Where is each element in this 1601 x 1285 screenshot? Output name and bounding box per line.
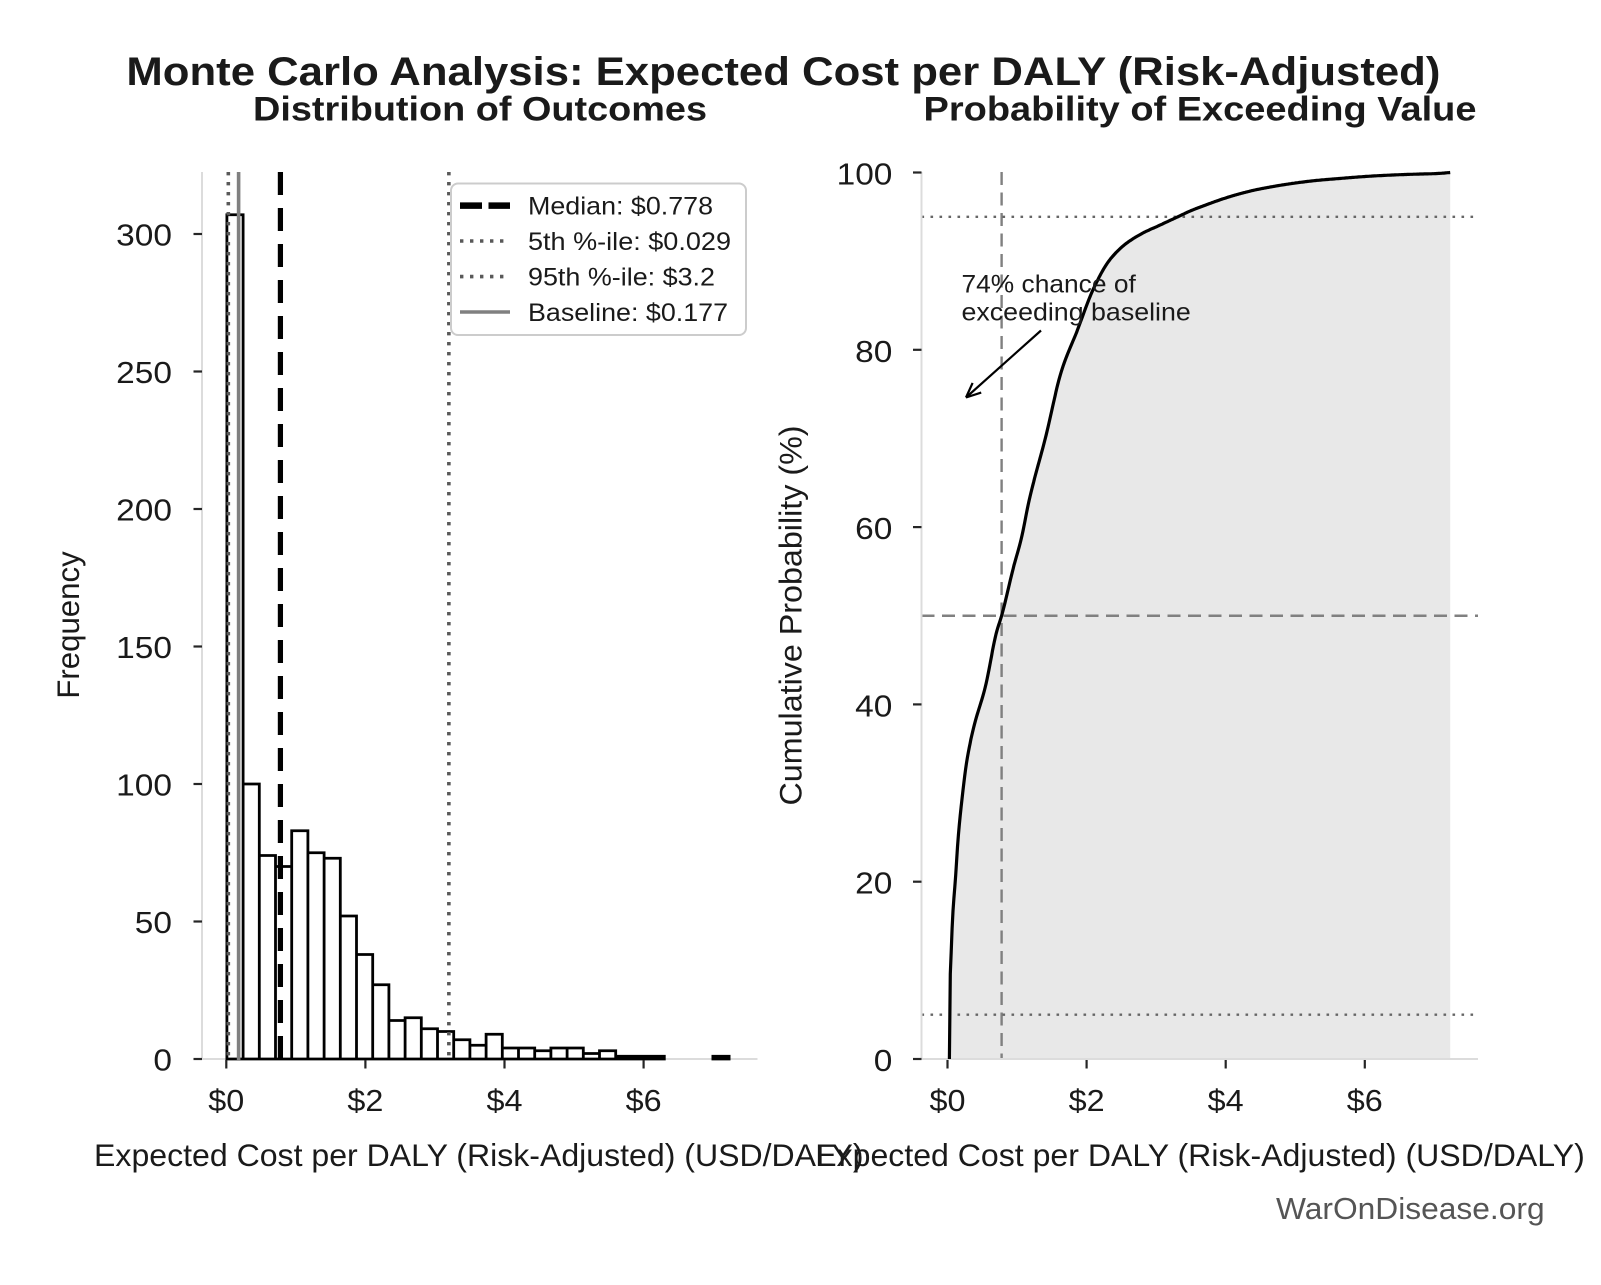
svg-text:Frequency: Frequency xyxy=(50,551,86,699)
svg-text:0: 0 xyxy=(874,1043,893,1078)
svg-text:300: 300 xyxy=(116,218,172,253)
svg-text:250: 250 xyxy=(116,355,172,390)
svg-text:$2: $2 xyxy=(347,1083,383,1118)
svg-text:95th %-ile: $3.2: 95th %-ile: $3.2 xyxy=(528,264,715,292)
svg-text:80: 80 xyxy=(855,334,892,369)
svg-text:200: 200 xyxy=(116,493,172,528)
svg-text:exceeding baseline: exceeding baseline xyxy=(962,298,1191,326)
svg-text:Probability of Exceeding Value: Probability of Exceeding Value xyxy=(924,91,1477,129)
svg-text:Median: $0.778: Median: $0.778 xyxy=(528,193,713,221)
svg-text:$2: $2 xyxy=(1069,1083,1105,1118)
svg-text:100: 100 xyxy=(116,768,172,803)
svg-text:$6: $6 xyxy=(626,1083,662,1118)
svg-text:5th %-ile: $0.029: 5th %-ile: $0.029 xyxy=(528,228,731,256)
svg-text:$4: $4 xyxy=(1208,1083,1244,1118)
svg-text:Cumulative Probability (%): Cumulative Probability (%) xyxy=(773,426,809,806)
svg-text:Monte Carlo Analysis: Expected: Monte Carlo Analysis: Expected Cost per … xyxy=(126,50,1440,94)
svg-text:60: 60 xyxy=(855,511,892,546)
svg-text:20: 20 xyxy=(855,866,892,901)
svg-text:$0: $0 xyxy=(930,1083,966,1118)
svg-text:WarOnDisease.org: WarOnDisease.org xyxy=(1276,1191,1545,1226)
svg-text:74% chance of: 74% chance of xyxy=(962,271,1137,299)
svg-text:Expected Cost per DALY (Risk-A: Expected Cost per DALY (Risk-Adjusted) (… xyxy=(815,1137,1585,1173)
svg-text:50: 50 xyxy=(135,905,172,940)
svg-text:150: 150 xyxy=(116,630,172,665)
svg-text:40: 40 xyxy=(855,688,892,723)
svg-text:0: 0 xyxy=(153,1043,172,1078)
svg-text:Expected Cost per DALY (Risk-A: Expected Cost per DALY (Risk-Adjusted) (… xyxy=(94,1137,864,1173)
svg-text:100: 100 xyxy=(837,157,893,192)
svg-text:$4: $4 xyxy=(487,1083,523,1118)
svg-text:Distribution of Outcomes: Distribution of Outcomes xyxy=(253,91,707,129)
svg-text:Baseline: $0.177: Baseline: $0.177 xyxy=(528,299,728,327)
svg-text:$6: $6 xyxy=(1347,1083,1383,1118)
svg-text:$0: $0 xyxy=(208,1083,244,1118)
